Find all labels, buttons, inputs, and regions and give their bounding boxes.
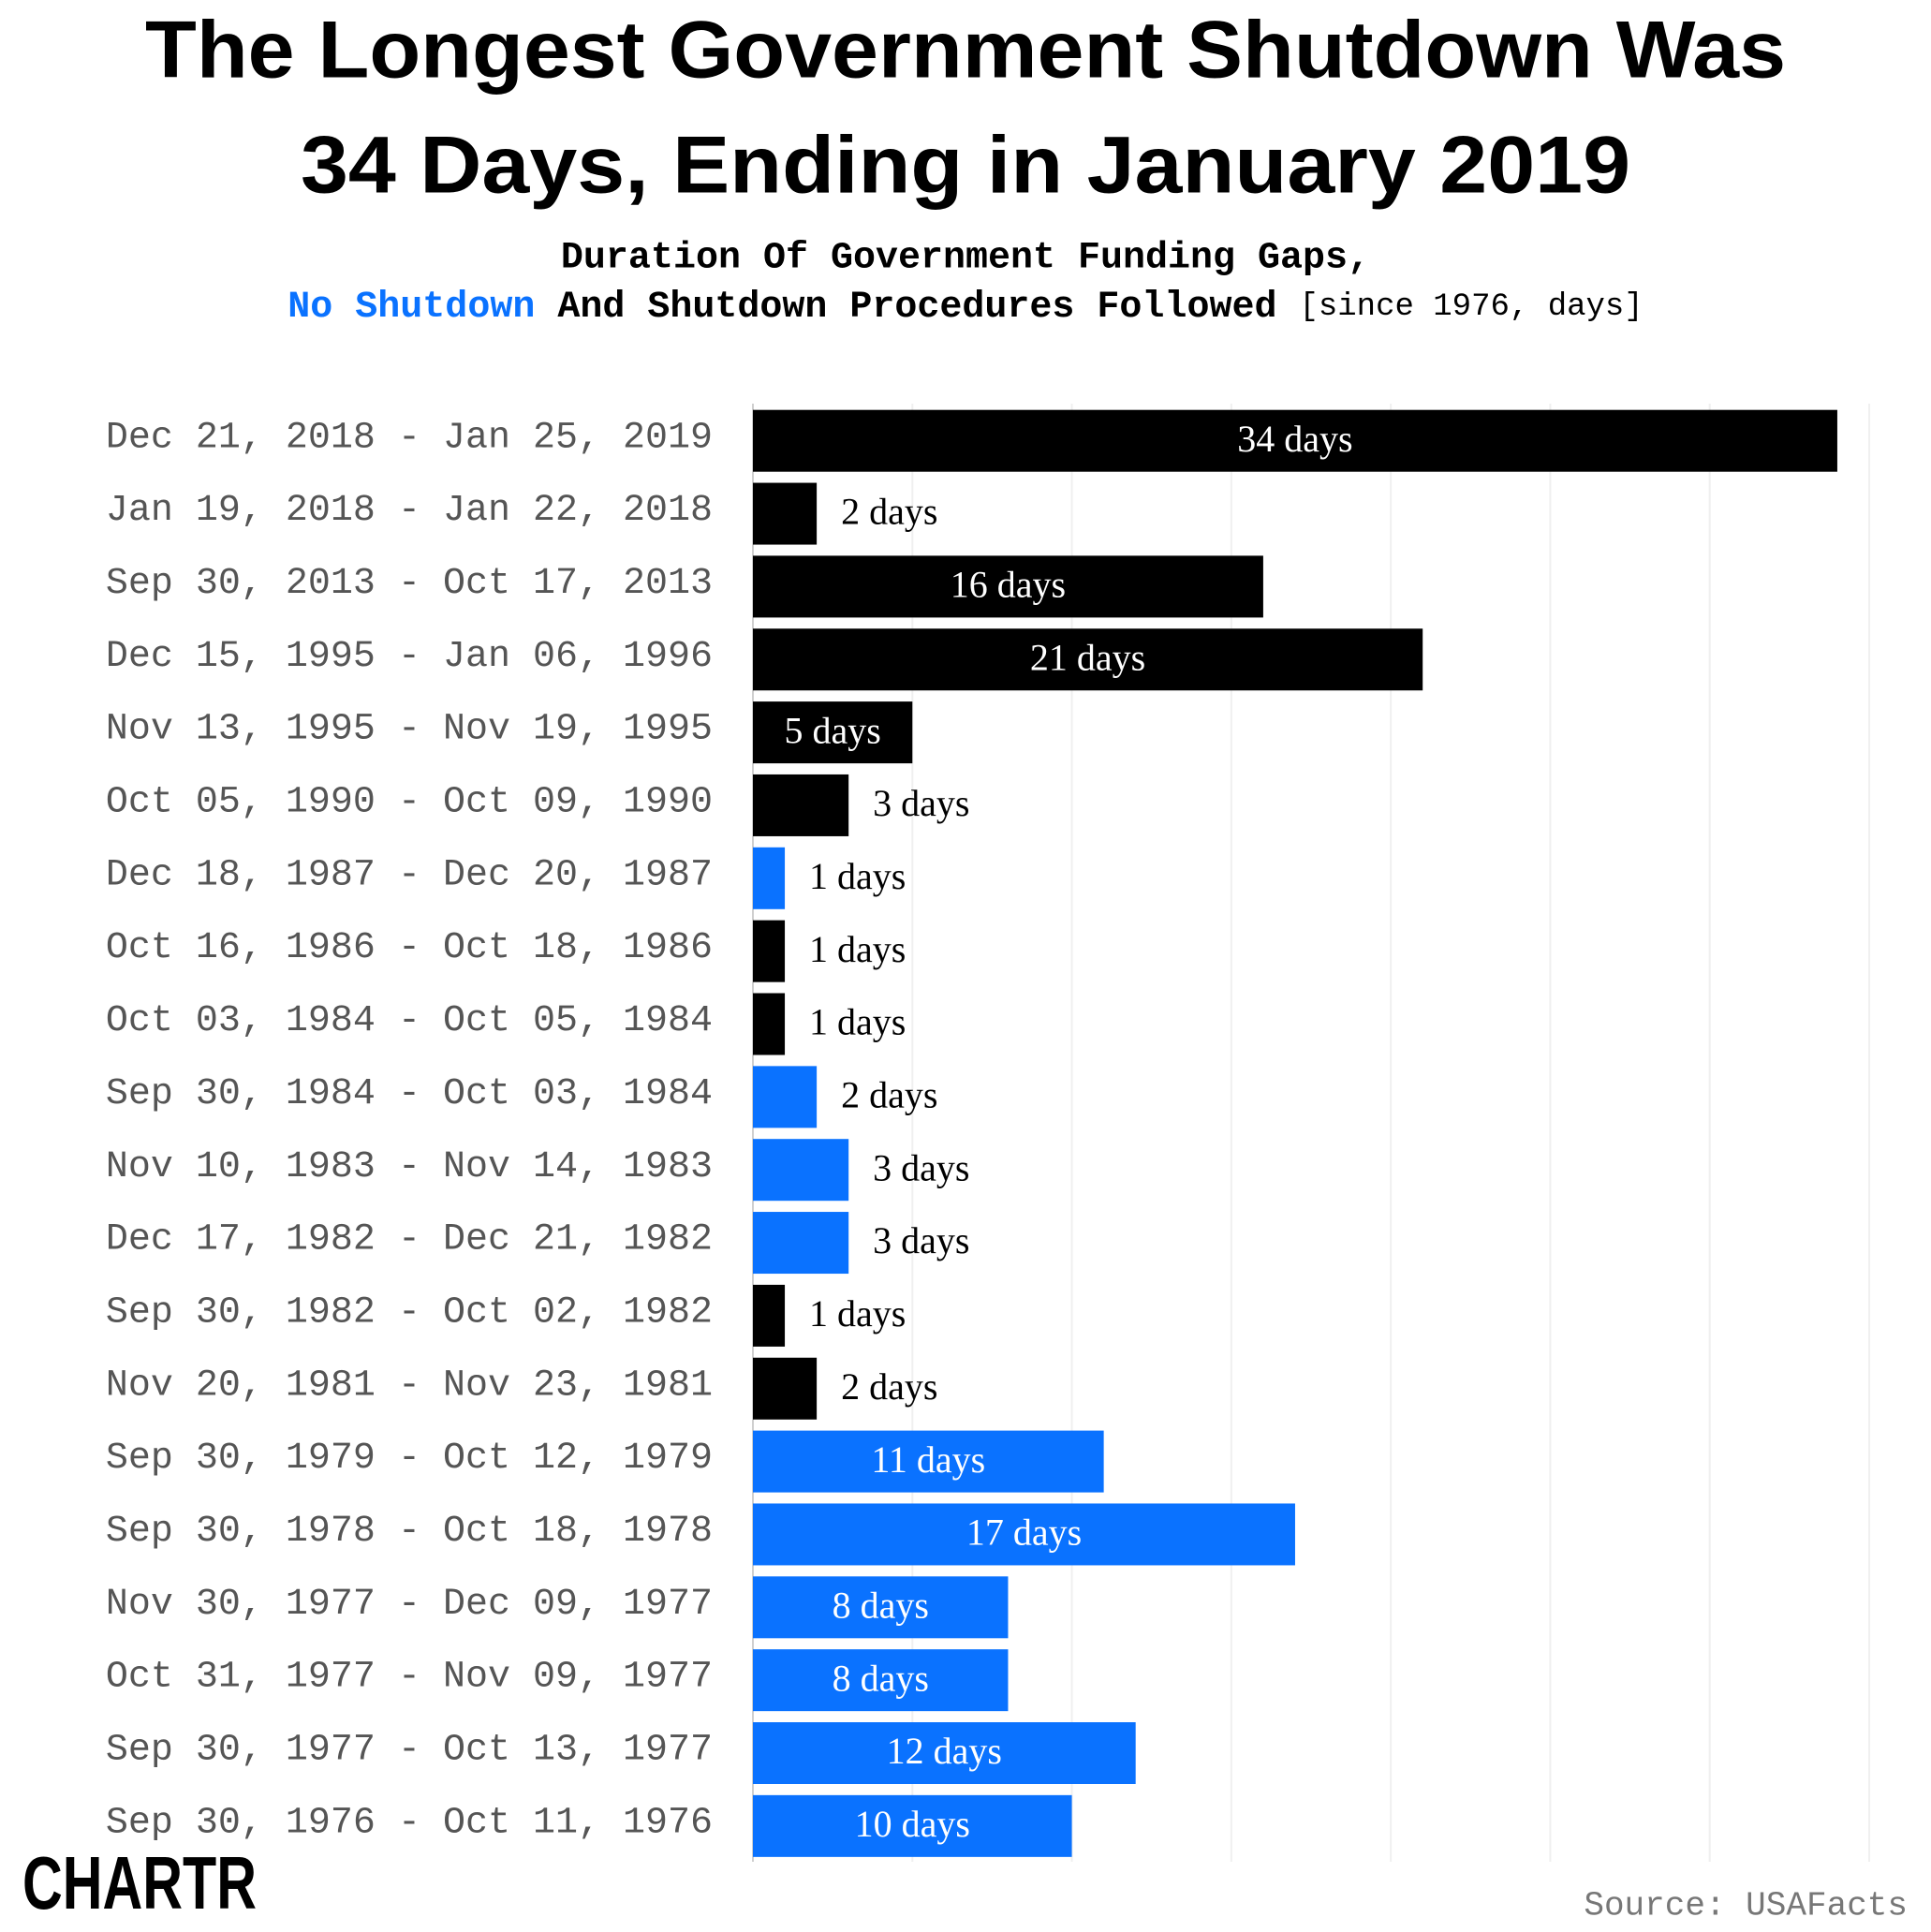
y-tick-label: Oct 03, 1984 - Oct 05, 1984 [106,1000,713,1042]
legend-entry: And Shutdown Procedures Followed [557,287,1276,329]
value-label: 3 days [873,1146,969,1188]
bar [753,920,786,982]
value-label: 2 days [841,1365,937,1408]
y-tick-label: Sep 30, 1978 - Oct 18, 1978 [106,1511,713,1553]
y-tick-label: Oct 05, 1990 - Oct 09, 1990 [106,782,713,824]
y-tick-label: Nov 30, 1977 - Dec 09, 1977 [106,1584,713,1626]
y-tick-label: Sep 30, 2013 - Oct 17, 2013 [106,563,713,605]
y-tick-label: Nov 20, 1981 - Nov 23, 1981 [106,1364,713,1407]
y-tick-label: Sep 30, 1979 - Oct 12, 1979 [106,1438,713,1480]
value-label: 12 days [887,1730,1002,1772]
bar [753,1066,818,1128]
y-tick-label: Sep 30, 1982 - Oct 02, 1982 [106,1291,713,1334]
bar [753,409,1837,472]
value-label: 16 days [951,564,1066,606]
bar [753,1503,1295,1566]
bar [753,774,849,836]
bar [753,1794,1072,1857]
bar [753,847,786,909]
bar [753,1284,786,1347]
chart-title: The Longest Government Shutdown Was [145,6,1786,96]
y-tick-label: Sep 30, 1977 - Oct 13, 1977 [106,1730,713,1772]
subtitle: Duration Of Government Funding Gaps, [561,238,1370,280]
bar [753,1212,849,1275]
y-tick-label: Oct 16, 1986 - Oct 18, 1986 [106,927,713,969]
value-label: 10 days [855,1803,970,1845]
value-label: 1 days [809,855,906,897]
value-label: 5 days [784,709,880,751]
bar [753,628,1423,691]
bar [753,555,1263,618]
value-label: 2 days [841,491,937,533]
y-tick-label: Nov 13, 1995 - Nov 19, 1995 [106,709,713,751]
y-tick-label: Oct 31, 1977 - Nov 09, 1977 [106,1657,713,1699]
y-tick-label: Sep 30, 1984 - Oct 03, 1984 [106,1073,713,1115]
value-label: 2 days [841,1074,937,1116]
y-tick-label: Jan 19, 2018 - Jan 22, 2018 [106,490,713,532]
value-label: 11 days [871,1438,985,1481]
value-label: 1 days [809,928,906,970]
y-tick-label: Dec 18, 1987 - Dec 20, 1987 [106,854,713,896]
value-label: 3 days [873,1219,969,1261]
bar [753,1649,1009,1712]
value-label: 21 days [1030,636,1145,678]
y-tick-label: Dec 17, 1982 - Dec 21, 1982 [106,1219,713,1261]
subtitle-note: [since 1976, days] [1299,289,1643,325]
subtitle-legend: No Shutdown And Shutdown Procedures Follo… [287,287,1643,329]
bar [753,1576,1009,1639]
y-tick-label: Dec 15, 1995 - Jan 06, 1996 [106,636,713,678]
value-label: 17 days [966,1512,1082,1554]
legend-entry: No Shutdown [287,287,535,329]
y-tick-label: Dec 21, 2018 - Jan 25, 2019 [106,417,713,459]
bar [753,993,786,1055]
bar [753,1139,849,1202]
value-label: 34 days [1237,418,1352,460]
chart-title: 34 Days, Ending in January 2019 [301,121,1630,211]
bar [753,482,818,545]
value-label: 3 days [873,782,969,824]
value-label: 8 days [833,1584,929,1626]
value-label: 8 days [833,1657,929,1699]
y-tick-label: Sep 30, 1976 - Oct 11, 1976 [106,1802,713,1844]
bar [753,1357,818,1420]
bar [753,701,913,764]
value-label: 1 days [809,1001,906,1043]
source: Source: USAFacts [1584,1887,1908,1925]
logo: CHARTR [22,1841,257,1925]
bar [753,1430,1104,1493]
bar [753,1722,1136,1784]
value-label: 1 days [809,1292,906,1335]
y-tick-label: Nov 10, 1983 - Nov 14, 1983 [106,1146,713,1188]
